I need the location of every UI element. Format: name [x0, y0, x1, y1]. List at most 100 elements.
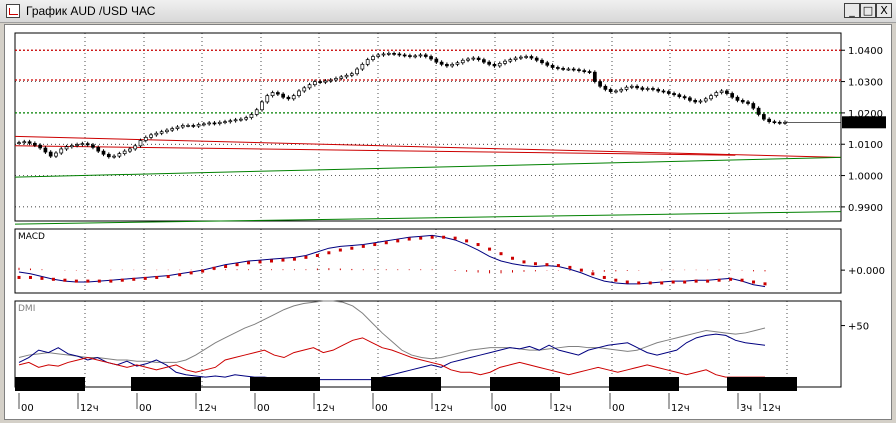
macd-signal-point: [40, 276, 44, 280]
macd-signal-point: [178, 273, 182, 277]
macd-signal-point: [568, 265, 572, 269]
candle-body: [730, 93, 735, 98]
candle-body: [80, 143, 85, 145]
macd-signal-point: [453, 236, 457, 240]
date-label-box-2: [250, 377, 320, 391]
candle-body: [233, 119, 238, 122]
candle-body: [101, 150, 106, 155]
macd-signal-point: [189, 271, 193, 275]
macd-signal-point: [247, 261, 251, 265]
dmi-plus_di-line: [18, 333, 766, 381]
date-label-2: 3.1.2012: [263, 380, 308, 391]
candle-body: [402, 54, 407, 57]
date-label-3: 4.1.2012: [384, 380, 429, 391]
candle-body: [175, 126, 180, 129]
candle-body: [429, 56, 433, 60]
candle-body: [307, 84, 312, 89]
trend-line-0: [14, 135, 842, 158]
macd-signal-point: [51, 277, 55, 281]
chart-area[interactable]: 1.0400 1.0300 1.0200 1.0100 1.0000 0.9900 1.01…: [4, 24, 892, 420]
hour-label-5: 12ч: [316, 403, 335, 414]
candle-body: [154, 132, 159, 136]
candle-body: [386, 53, 391, 55]
candle-body: [355, 68, 359, 75]
candle-body: [603, 85, 608, 90]
candle-body: [281, 93, 285, 98]
macd-signal-point: [201, 269, 205, 273]
candle-body: [693, 100, 698, 103]
candle-body: [666, 91, 671, 94]
macd-signal-point: [706, 279, 710, 283]
price-tick-label-2: 1.0200: [848, 109, 883, 120]
maximize-button[interactable]: □: [860, 3, 876, 18]
candle-body: [587, 71, 592, 73]
candle-body: [466, 58, 470, 61]
macd-signal-point: [120, 278, 124, 282]
candle-body: [540, 59, 544, 64]
candle-body: [32, 142, 37, 146]
candle-body: [54, 152, 58, 157]
candle-body: [365, 59, 370, 65]
price-tick-label-4: 1.0000: [848, 172, 883, 183]
candle-body: [312, 81, 317, 86]
hour-label-2: 00: [139, 403, 152, 414]
candle-body: [286, 96, 291, 100]
macd-signal-point: [281, 258, 285, 262]
current-price-box: [842, 116, 886, 129]
candle-body: [777, 121, 782, 124]
minimize-icon: _: [849, 4, 855, 17]
candle-body: [128, 148, 132, 152]
macd-signal-point: [717, 278, 721, 282]
macd-signal-point: [315, 254, 319, 258]
candle-body: [106, 153, 111, 158]
maximize-icon: □: [862, 4, 874, 17]
candle-body: [22, 141, 27, 144]
macd-signal-point: [338, 248, 342, 252]
minimize-button[interactable]: _: [844, 3, 860, 18]
candle-body: [196, 124, 201, 127]
candle-body: [487, 61, 492, 65]
candle-body: [577, 69, 581, 72]
date-label-0: 29.12.2011: [21, 380, 78, 391]
dmi-title: DMI: [18, 304, 35, 314]
hour-label-9: 12ч: [553, 403, 572, 414]
candle-body: [138, 140, 143, 147]
candle-body: [582, 70, 587, 72]
candle-body: [651, 88, 655, 90]
price-tick-label-5: 0.9900: [848, 203, 883, 214]
hour-label-13: 12ч: [762, 403, 781, 414]
candle-body: [767, 118, 772, 123]
chart-canvas[interactable]: 1.0400 1.0300 1.0200 1.0100 1.0000 0.9900 1.01…: [5, 25, 891, 419]
macd-signal-point: [488, 247, 492, 251]
close-icon: X: [880, 4, 888, 17]
trend-line-2: [14, 211, 842, 225]
candle-body: [318, 81, 322, 83]
candle-body: [302, 87, 307, 92]
candle-body: [450, 63, 455, 67]
macd-signal-point: [660, 281, 664, 285]
macd-signal-point: [224, 264, 228, 268]
macd-signal-point: [579, 268, 583, 272]
macd-signal-point: [729, 277, 733, 281]
candle-body: [408, 55, 412, 57]
candle-body: [772, 121, 777, 124]
macd-signal-point: [292, 257, 296, 261]
candle-body: [249, 114, 254, 118]
macd-signal-point: [625, 280, 629, 284]
macd-title: MACD: [18, 232, 45, 242]
candle-body: [344, 74, 349, 78]
candle-body: [460, 59, 465, 64]
candle-body: [91, 144, 95, 148]
close-button[interactable]: X: [876, 3, 892, 18]
candle-body: [503, 60, 507, 64]
macd-signal-point: [407, 237, 411, 241]
window-titlebar[interactable]: График AUD /USD ЧАС _ □ X: [0, 0, 896, 23]
candle-body: [508, 59, 513, 62]
candle-body: [756, 107, 761, 115]
candle-body: [276, 92, 280, 95]
candle-body: [619, 89, 624, 92]
hour-label-6: 00: [375, 403, 388, 414]
candle-body: [534, 57, 539, 61]
candle-body: [212, 122, 217, 125]
candle-body: [497, 63, 502, 67]
